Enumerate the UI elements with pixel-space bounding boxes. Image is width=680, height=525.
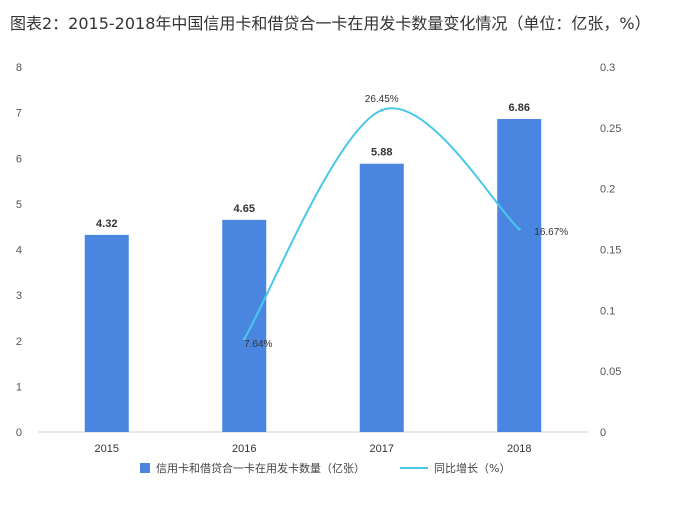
left-axis-tick: 7 <box>16 108 22 120</box>
right-axis-tick: 0.05 <box>600 366 621 378</box>
bar-data-label: 6.86 <box>509 102 530 114</box>
chart-legend: 信用卡和借贷合一卡在用发卡数量（亿张） 同比增长（%） <box>140 461 510 475</box>
bar-data-label: 5.88 <box>371 147 392 159</box>
left-axis-tick: 1 <box>16 381 22 393</box>
chart-title: 图表2：2015-2018年中国信用卡和借贷合一卡在用发卡数量变化情况（单位：亿… <box>10 14 651 33</box>
legend-bar-label: 信用卡和借贷合一卡在用发卡数量（亿张） <box>156 461 365 475</box>
growth-point <box>380 108 384 112</box>
right-axis-tick: 0.1 <box>600 305 615 317</box>
legend-bar-swatch <box>140 463 150 473</box>
x-axis-tick: 2015 <box>95 443 119 455</box>
bar <box>497 119 542 432</box>
right-axis-tick: 0.2 <box>600 184 615 196</box>
left-axis-tick: 6 <box>16 153 22 165</box>
bar-data-label: 4.32 <box>96 218 117 230</box>
left-axis-tick: 0 <box>16 427 22 439</box>
left-axis-tick: 8 <box>16 62 22 74</box>
right-axis-tick: 0.15 <box>600 245 621 257</box>
x-axis-tick: 2017 <box>370 443 394 455</box>
right-axis-tick: 0.3 <box>600 62 615 74</box>
growth-point <box>517 227 521 231</box>
left-axis-tick: 4 <box>16 245 22 257</box>
legend-line-label: 同比增长（%） <box>434 461 510 475</box>
left-axis-tick: 2 <box>16 336 22 348</box>
line-series <box>242 107 521 341</box>
bar <box>84 234 129 432</box>
line-data-label: 7.64% <box>244 339 272 350</box>
data-labels: 4.32 4.65 5.88 6.86 7.64% 26.45% 16.67% <box>96 94 568 350</box>
bar-data-label: 4.65 <box>234 203 255 215</box>
growth-point <box>242 337 246 341</box>
x-axis-tick: 2016 <box>232 443 256 455</box>
line-data-label: 16.67% <box>534 227 568 238</box>
right-axis-tick: 0 <box>600 427 606 439</box>
x-axis-tick: 2018 <box>507 443 531 455</box>
line-data-label: 26.45% <box>365 94 399 105</box>
chart-axes: 0 1 2 3 4 5 6 7 8 0 0.05 0.1 0.15 0.2 0.25 0.3 2015 2016 2… <box>16 62 622 455</box>
bar <box>222 219 267 432</box>
bar-series <box>84 119 542 432</box>
left-axis-tick: 3 <box>16 290 22 302</box>
left-axis-tick: 5 <box>16 199 22 211</box>
right-axis-tick: 0.25 <box>600 123 621 135</box>
bar <box>359 163 404 432</box>
